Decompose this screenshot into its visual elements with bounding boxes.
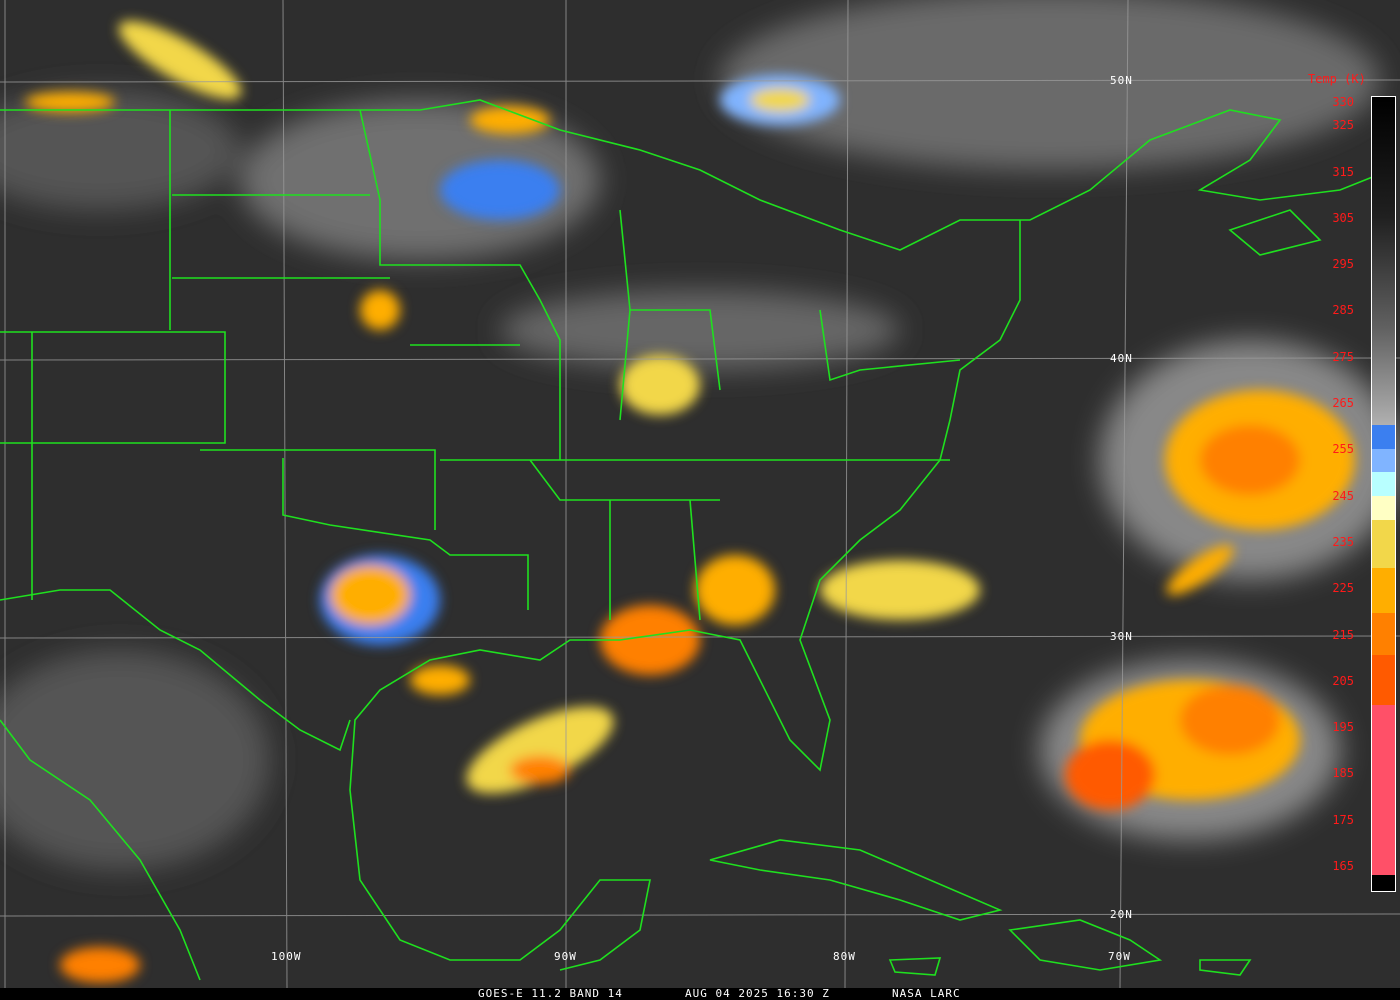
colorbar-tick-label: 235 — [1332, 534, 1354, 549]
colorbar-tick-label: 325 — [1332, 118, 1354, 133]
colorbar-tick-label: 245 — [1332, 488, 1354, 503]
colorbar-tick-label: 305 — [1332, 210, 1354, 225]
colorbar-tick-label: 165 — [1332, 859, 1354, 873]
colorbar-title: Temp (K) — [1308, 72, 1366, 86]
cold-cloud-tops — [25, 20, 1355, 983]
lat-label-30n: 30N — [1110, 630, 1133, 643]
colorbar-tick-label: 175 — [1332, 812, 1354, 827]
temperature-colorbar — [1371, 96, 1396, 892]
lat-label-50n: 50N — [1110, 74, 1133, 87]
colorbar-tick-label: 185 — [1332, 766, 1354, 781]
credit: NASA LARC — [892, 987, 961, 1000]
colorbar-tick-label: 205 — [1332, 673, 1354, 688]
political-boundaries — [0, 99, 1391, 981]
footer-caption: GOES-E 11.2 BAND 14 AUG 04 2025 16:30 Z … — [0, 988, 1400, 1000]
colorbar-tick-label: 265 — [1332, 396, 1354, 410]
colorbar-tick-label: 225 — [1332, 581, 1354, 596]
satellite-band: GOES-E 11.2 BAND 14 — [478, 987, 623, 1000]
lon-label-90w: 90W — [554, 950, 577, 963]
colorbar-tick-label: 330 — [1332, 95, 1354, 110]
lon-label-100w: 100W — [271, 950, 302, 963]
lat-label-40n: 40N — [1110, 352, 1133, 365]
colorbar-tick-label: 195 — [1332, 720, 1354, 735]
colorbar-tick-label: 215 — [1332, 627, 1354, 642]
colorbar-tick-label: 295 — [1332, 257, 1354, 272]
lat-label-20n: 20N — [1110, 908, 1133, 921]
timestamp: AUG 04 2025 16:30 Z — [685, 987, 830, 1000]
lon-label-70w: 70W — [1108, 950, 1131, 963]
colorbar-tick-label: 255 — [1332, 442, 1354, 457]
colorbar-tick-label: 285 — [1332, 303, 1354, 318]
colorbar-tick-label: 315 — [1332, 164, 1354, 179]
colorbar-tick-label: 275 — [1332, 349, 1354, 364]
lon-label-80w: 80W — [833, 950, 856, 963]
